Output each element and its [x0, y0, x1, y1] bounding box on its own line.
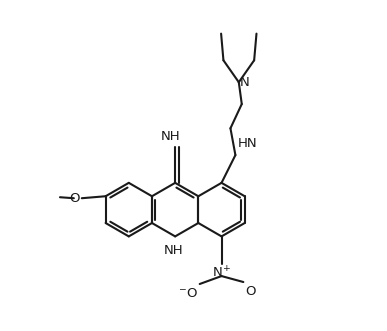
Text: $\mathregular{^{-}O}$: $\mathregular{^{-}O}$ [178, 287, 198, 300]
Text: $\mathregular{N^{+}}$: $\mathregular{N^{+}}$ [212, 265, 231, 280]
Text: N: N [240, 76, 250, 89]
Text: O: O [69, 192, 80, 205]
Text: NH: NH [163, 244, 183, 257]
Text: NH: NH [160, 130, 180, 143]
Text: O: O [245, 285, 256, 298]
Text: HN: HN [237, 137, 257, 150]
